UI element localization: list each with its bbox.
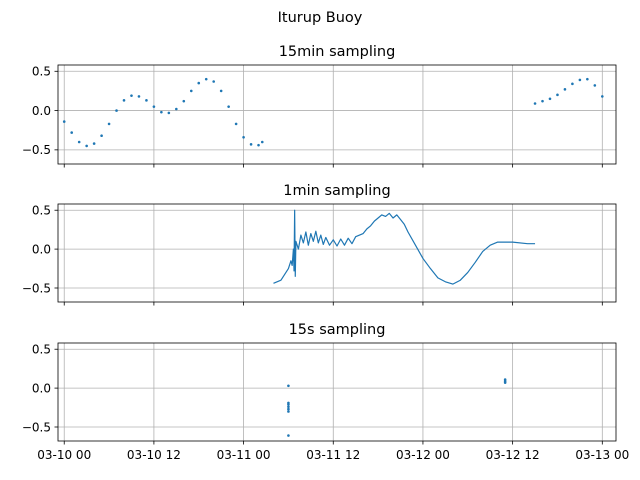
series-line bbox=[273, 209, 536, 285]
axes-frame bbox=[57, 64, 617, 165]
data-point bbox=[204, 77, 208, 81]
data-point bbox=[100, 134, 103, 138]
data-point bbox=[167, 111, 171, 115]
data-point bbox=[175, 107, 178, 111]
y-tick-label: 0.5 bbox=[32, 204, 51, 218]
data-point bbox=[287, 434, 290, 437]
subplot-2: 1min sampling −0.5 0.0 0.5 bbox=[22, 183, 617, 306]
y-tick-label: −0.5 bbox=[22, 420, 51, 434]
data-point bbox=[182, 99, 186, 103]
data-point bbox=[70, 131, 74, 134]
data-point bbox=[145, 99, 148, 102]
y-tick-label: 0.0 bbox=[32, 381, 51, 395]
subplots: 15min sampling −0.5 0.0 0.5 1min sampling −0.… bbox=[22, 44, 629, 462]
data-point bbox=[219, 89, 223, 93]
y-tick-label: −0.5 bbox=[22, 143, 51, 157]
y-tick-label: 0.0 bbox=[32, 104, 51, 118]
x-tick-label: 03-13 00 bbox=[575, 448, 629, 462]
data-point bbox=[137, 95, 141, 98]
data-point bbox=[257, 143, 260, 147]
data-point bbox=[287, 384, 290, 388]
x-tick-label: 03-10 00 bbox=[37, 448, 91, 462]
data-point bbox=[260, 140, 264, 144]
data-point bbox=[197, 81, 201, 85]
data-point bbox=[242, 135, 245, 139]
data-point bbox=[77, 140, 81, 144]
data-point bbox=[287, 403, 290, 406]
subplot-1: 15min sampling −0.5 0.0 0.5 bbox=[22, 44, 617, 168]
axes-frame bbox=[57, 342, 617, 442]
x-tick-label: 03-11 12 bbox=[306, 448, 360, 462]
data-point bbox=[593, 84, 597, 87]
data-point bbox=[85, 144, 88, 148]
axes-frame bbox=[57, 203, 617, 303]
x-tick-label: 03-11 00 bbox=[217, 448, 271, 462]
data-point bbox=[600, 95, 604, 98]
data-point bbox=[287, 407, 290, 411]
y-tick-label: −0.5 bbox=[22, 281, 51, 295]
subplot-title: 15min sampling bbox=[279, 44, 396, 60]
data-point bbox=[107, 122, 111, 126]
data-point bbox=[234, 122, 238, 126]
data-point bbox=[92, 142, 96, 145]
plot-area bbox=[273, 209, 536, 285]
data-point bbox=[122, 99, 126, 102]
x-tick-label: 03-12 12 bbox=[486, 448, 540, 462]
data-point bbox=[189, 89, 193, 93]
figure-title: Iturup Buoy bbox=[278, 10, 363, 26]
data-point bbox=[586, 77, 589, 81]
data-point bbox=[152, 105, 156, 108]
data-point bbox=[556, 93, 559, 97]
data-point bbox=[130, 94, 133, 97]
y-tick-label: 0.5 bbox=[32, 65, 51, 79]
data-point bbox=[249, 143, 253, 146]
subplot-title: 15s sampling bbox=[289, 322, 386, 338]
data-point bbox=[541, 99, 544, 103]
y-tick-label: 0.0 bbox=[32, 242, 51, 256]
data-point bbox=[533, 102, 537, 105]
data-point bbox=[578, 78, 582, 82]
plot-area bbox=[287, 378, 507, 437]
y-tick-label: 0.5 bbox=[32, 343, 51, 357]
subplot-title: 1min sampling bbox=[283, 183, 390, 199]
data-point bbox=[503, 381, 507, 384]
data-point bbox=[227, 105, 230, 108]
plot-area bbox=[62, 77, 604, 148]
data-point bbox=[563, 88, 567, 91]
data-point bbox=[160, 110, 163, 114]
data-point bbox=[287, 405, 290, 409]
data-point bbox=[62, 120, 66, 123]
data-point bbox=[548, 97, 552, 101]
subplot-3: 15s sampling 03-10 00 03-10 12 03-11 00 03-1… bbox=[22, 322, 629, 462]
data-point bbox=[115, 109, 118, 112]
x-tick-label: 03-12 00 bbox=[396, 448, 450, 462]
x-tick-label: 03-10 12 bbox=[127, 448, 181, 462]
data-point bbox=[287, 410, 290, 413]
data-point bbox=[571, 82, 574, 86]
data-point bbox=[212, 80, 215, 83]
